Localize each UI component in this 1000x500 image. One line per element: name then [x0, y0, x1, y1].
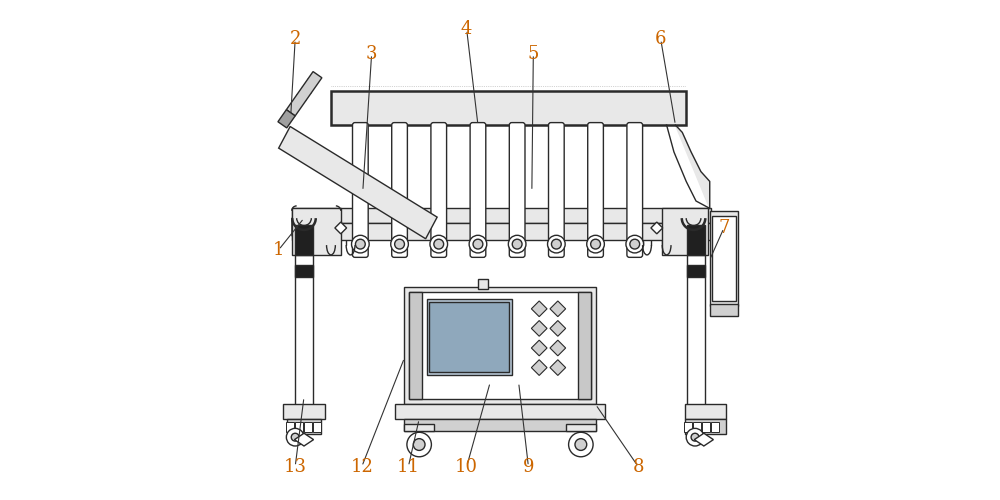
Circle shape [626, 236, 644, 253]
Circle shape [551, 239, 561, 249]
Bar [684, 422, 692, 432]
FancyBboxPatch shape [627, 122, 643, 258]
Text: 9: 9 [523, 458, 534, 475]
Bar [292, 223, 711, 240]
Circle shape [473, 239, 483, 249]
FancyBboxPatch shape [509, 122, 525, 258]
Polygon shape [550, 320, 566, 336]
Polygon shape [550, 301, 566, 316]
Polygon shape [278, 110, 295, 128]
Bar [331, 91, 686, 125]
Text: 4: 4 [461, 20, 472, 38]
Bar [566, 424, 596, 432]
Circle shape [691, 434, 699, 441]
Bar [295, 422, 303, 432]
Bar [429, 302, 509, 372]
Circle shape [587, 236, 604, 253]
Text: 6: 6 [655, 30, 666, 48]
Bar [283, 404, 325, 419]
Bar [478, 280, 488, 289]
Bar [295, 264, 313, 277]
FancyBboxPatch shape [588, 122, 603, 258]
Polygon shape [694, 434, 713, 446]
Bar [292, 208, 341, 255]
Bar [685, 404, 726, 419]
Bar [687, 255, 705, 407]
Circle shape [548, 236, 565, 253]
Bar [287, 419, 321, 434]
Text: 2: 2 [289, 30, 301, 48]
Bar [702, 422, 710, 432]
Polygon shape [675, 125, 710, 208]
Text: 12: 12 [350, 458, 373, 475]
Text: 8: 8 [632, 458, 644, 475]
Polygon shape [286, 72, 322, 116]
Text: 11: 11 [397, 458, 420, 475]
FancyBboxPatch shape [392, 122, 407, 258]
Circle shape [569, 432, 593, 457]
Bar [292, 208, 711, 223]
Bar [286, 422, 294, 432]
Bar [404, 424, 434, 432]
FancyBboxPatch shape [470, 122, 486, 258]
Bar [578, 292, 591, 400]
Text: 13: 13 [284, 458, 307, 475]
Bar [304, 422, 312, 432]
Polygon shape [531, 360, 547, 376]
Circle shape [395, 239, 404, 249]
Polygon shape [531, 301, 547, 316]
Text: 1: 1 [273, 241, 284, 259]
Bar [687, 264, 705, 277]
Bar [426, 299, 512, 375]
Bar [404, 287, 596, 405]
Circle shape [352, 236, 369, 253]
Bar [295, 226, 313, 255]
Circle shape [430, 236, 448, 253]
Polygon shape [294, 434, 314, 446]
Polygon shape [531, 340, 547, 356]
Bar [404, 419, 596, 432]
Circle shape [686, 428, 704, 446]
Bar [711, 422, 719, 432]
Text: 10: 10 [455, 458, 478, 475]
Circle shape [291, 434, 299, 441]
Circle shape [407, 432, 431, 457]
Circle shape [391, 236, 408, 253]
Bar [409, 292, 591, 400]
Polygon shape [550, 340, 566, 356]
Text: 3: 3 [366, 45, 377, 63]
Polygon shape [279, 126, 437, 239]
Polygon shape [550, 360, 566, 376]
Bar [687, 226, 705, 255]
Bar [685, 419, 726, 434]
Polygon shape [651, 222, 663, 234]
Circle shape [591, 239, 600, 249]
FancyBboxPatch shape [549, 122, 564, 258]
Bar [313, 422, 321, 432]
Circle shape [630, 239, 640, 249]
Circle shape [575, 438, 587, 450]
Bar [710, 211, 738, 306]
Polygon shape [531, 320, 547, 336]
Bar [712, 216, 736, 302]
Bar [409, 292, 422, 400]
Circle shape [355, 239, 365, 249]
Text: 7: 7 [718, 219, 730, 237]
FancyBboxPatch shape [431, 122, 447, 258]
Circle shape [434, 239, 444, 249]
FancyBboxPatch shape [353, 122, 368, 258]
Circle shape [508, 236, 526, 253]
Polygon shape [335, 222, 347, 234]
Text: 5: 5 [528, 45, 539, 63]
Bar [662, 208, 708, 255]
Bar [693, 422, 701, 432]
Bar [295, 255, 313, 407]
Circle shape [512, 239, 522, 249]
Circle shape [469, 236, 487, 253]
Circle shape [286, 428, 304, 446]
Bar [395, 404, 605, 419]
Bar [710, 304, 738, 316]
Circle shape [413, 438, 425, 450]
